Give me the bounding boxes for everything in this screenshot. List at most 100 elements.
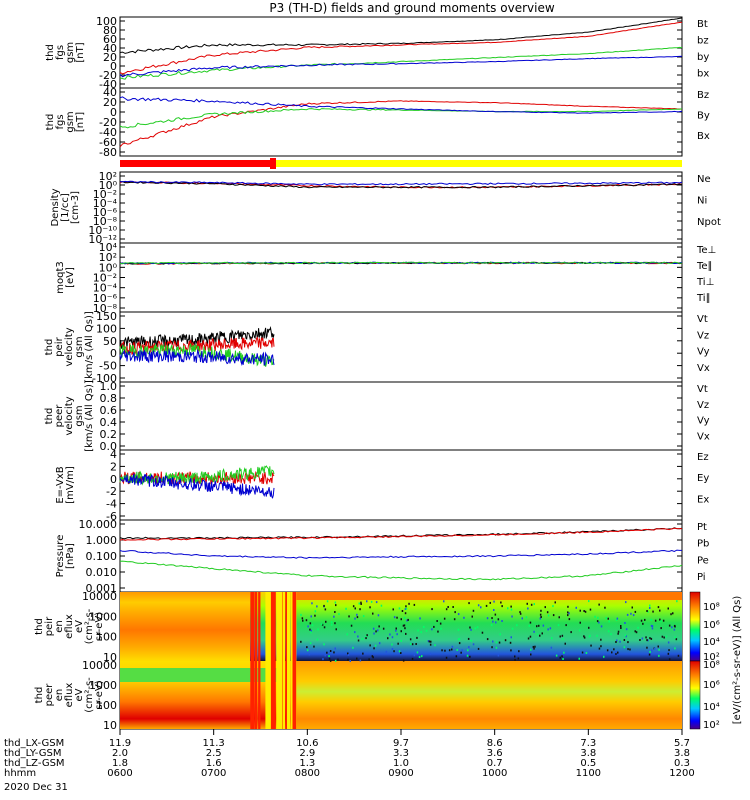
panel-2-ylabel-0: Density (50, 188, 61, 226)
peir-speck (366, 634, 368, 637)
peir-speck (533, 603, 535, 606)
peir-speck (476, 626, 479, 629)
peir-speck (466, 654, 469, 657)
peir-speck (411, 657, 414, 660)
cbar-tick-bottom-1: 10⁶ (703, 680, 720, 691)
trace-panel-7-Pi (119, 560, 683, 581)
panel-5: 1.00.80.60.40.20.0 thd peer velocity gsm [km/… (44, 380, 710, 453)
peir-speck (467, 649, 469, 652)
panel-4-legend-2: Vy (697, 347, 710, 358)
xaxis-date: 2020 Dec 31 (4, 782, 68, 793)
peir-speck (365, 637, 367, 640)
panel-7-ytick-label-4: 0.001 (86, 582, 118, 595)
peir-speck (436, 620, 438, 622)
peir-speck (333, 615, 335, 618)
peir-left (120, 592, 250, 661)
transition-streak (258, 592, 261, 729)
peir-speck (492, 620, 494, 623)
peir-speck (607, 617, 609, 620)
panel-0-legend-0: Bt (697, 19, 708, 30)
panel-2-ylabel-1: [1/cc] (60, 193, 71, 222)
peir-speck (415, 643, 417, 645)
peir-speck (527, 607, 529, 610)
peir-speck (567, 614, 569, 617)
xaxis-row-3-value-0: 0600 (107, 768, 132, 779)
peir-speck (322, 658, 324, 661)
peir-speck (349, 660, 351, 662)
peir-speck (539, 634, 541, 637)
trace-panel-1-By (119, 108, 683, 129)
cbar-tick-bottom-2: 10⁴ (703, 702, 720, 713)
peir-speck (316, 638, 319, 641)
peir-speck (382, 627, 385, 630)
panel-2-ytick-label-6: 10⁻¹⁰ (88, 224, 117, 237)
peir-speck (658, 648, 660, 651)
panel-2-ytick-label-0: 10² (99, 170, 117, 183)
panel-2: 10²10⁰10⁻²10⁻⁴10⁻⁶10⁻⁸10⁻¹⁰10⁻¹²Density[… (50, 170, 721, 246)
panel-9-ylabel-2: en (54, 689, 65, 702)
peir-speck (409, 638, 412, 641)
mode-bar-yellow (120, 160, 682, 167)
peir-speck (607, 630, 610, 633)
peir-speck (360, 601, 362, 604)
peir-speck (402, 624, 405, 627)
peir-speck (314, 610, 317, 613)
peir-speck (317, 628, 319, 631)
peir-speck (517, 657, 520, 660)
trace-panel-3-Ti∥ (119, 261, 683, 265)
peer-right (295, 661, 682, 729)
panel-1-legend-0: Bz (697, 90, 709, 101)
peir-speck (510, 605, 512, 608)
panel-9-ylabel-6: sr-eV) (94, 680, 105, 709)
peir-top-band (295, 592, 682, 600)
peir-speck (395, 629, 397, 632)
transition-streak (287, 592, 289, 729)
panel-1-legend-2: Bx (697, 131, 710, 142)
peir-speck (547, 628, 549, 631)
peir-speck (330, 621, 333, 624)
peir-speck (404, 612, 407, 615)
panel-1-ytick-label-2: 0 (110, 106, 117, 119)
peir-speck (408, 602, 410, 605)
peir-speck (611, 651, 613, 654)
trace-panel-2-Ni (119, 181, 683, 189)
peir-speck (624, 622, 626, 624)
panel-3-ylabel-0: moqt3 (55, 261, 66, 294)
peir-speck (305, 619, 308, 622)
xaxis-row-1-value-5: 3.8 (580, 748, 596, 759)
panel-2-ytick-label-1: 10⁰ (99, 179, 118, 192)
peir-speck (373, 647, 375, 650)
panel-8-ylabel-1: peir (44, 616, 55, 636)
mode-bar-marker (270, 158, 276, 169)
peir-speck (579, 621, 581, 624)
peir-speck (494, 613, 497, 616)
xaxis-row-0-value-2: 10.6 (296, 738, 318, 749)
panel-5-ytick-label-5: 0.0 (100, 440, 118, 453)
panel-4-ytick-label-0: 150 (96, 310, 117, 323)
peir-speck (372, 612, 374, 615)
peir-speck (393, 650, 395, 653)
peir-speck (529, 621, 532, 624)
panel-5-legend-0: Vt (697, 384, 708, 395)
peir-speck (598, 647, 601, 650)
peir-speck (310, 631, 312, 634)
peir-speck (631, 606, 633, 609)
peir-speck (597, 616, 599, 619)
cbar-tick-bottom-3: 10² (703, 720, 720, 731)
peir-speck (527, 637, 530, 640)
peir-speck (615, 652, 617, 655)
peir-speck (352, 605, 355, 608)
panel-9-ytick-label-2: 100 (96, 699, 117, 712)
peir-speck (639, 639, 641, 641)
panel-6-ytick-label-4: -4 (106, 498, 117, 511)
peir-speck (551, 637, 553, 640)
peir-speck (445, 656, 448, 659)
peir-speck (538, 624, 540, 627)
peir-speck (493, 600, 495, 603)
peir-speck (460, 651, 462, 654)
panel-5-ytick-label-3: 0.4 (100, 416, 118, 429)
peir-speck (594, 615, 596, 618)
xaxis-row-3-value-5: 1100 (576, 768, 601, 779)
